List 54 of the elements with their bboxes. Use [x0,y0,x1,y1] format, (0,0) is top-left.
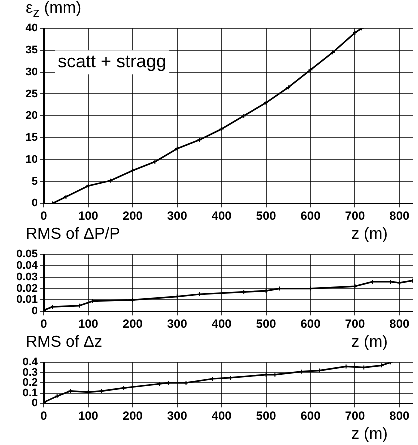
x-tick-label: 0 [40,409,48,424]
y-tick-label: 20 [26,110,38,122]
x-tick-label: 300 [167,209,188,224]
y-tick-label: 0.04 [16,260,39,272]
y-tick-label: 15 [26,132,38,144]
y-tick-label: 40 [26,22,38,35]
y-tick-label: 0.1 [22,387,38,400]
y-tick-label: 0.2 [22,377,38,390]
y-tick-label: 0 [32,306,38,318]
x-tick-label: 800 [390,209,410,224]
x-tick-label: 400 [212,409,232,424]
y-tick-label: 0.03 [16,271,38,284]
annotation: scatt + stragg [58,52,167,72]
x-tick-label: 100 [78,409,99,424]
x-tick-label: 700 [345,209,366,224]
x-tick-label: 600 [300,209,322,224]
x-axis-title: z (m) [352,426,388,444]
y-axis-title: RMS of ΔP/P [26,226,120,244]
y-tick-label: 0.3 [22,366,38,379]
x-tick-label: 700 [345,317,366,332]
x-tick-label: 300 [167,317,188,332]
x-tick-label: 0 [40,317,48,332]
y-tick-label: 5 [32,176,38,188]
x-tick-label: 300 [167,409,188,424]
x-tick-label: 200 [122,209,144,224]
x-tick-label: 200 [122,409,144,424]
y-tick-label: 0.01 [16,294,38,306]
y-tick-label: 0 [32,398,38,410]
x-tick-label: 500 [256,209,277,224]
x-tick-label: 400 [212,209,232,224]
y-tick-label: 10 [26,154,38,166]
x-tick-label: 0 [40,209,48,224]
x-tick-label: 600 [300,317,322,332]
x-tick-label: 500 [256,317,277,332]
x-tick-label: 400 [212,317,232,332]
y-tick-label: 0.02 [16,282,38,295]
x-tick-label: 100 [78,209,99,224]
x-tick-label: 500 [256,409,277,424]
x-tick-label: 200 [122,317,144,332]
y-tick-label: 25 [26,88,38,100]
x-tick-label: 800 [390,409,410,424]
y-tick-label: 0.05 [16,248,38,261]
y-tick-label: 30 [26,66,38,78]
x-tick-label: 100 [78,317,99,332]
x-axis-title: z (m) [352,334,388,352]
x-axis-title: z (m) [352,226,388,244]
y-axis-title: RMS of Δz [26,334,102,352]
x-tick-label: 600 [300,409,322,424]
x-tick-label: 800 [390,317,410,332]
y-tick-label: 0.4 [22,356,39,369]
y-axis-title: ε$_{z}$ (mm) [26,0,82,21]
y-tick-label: 0 [32,198,38,210]
y-tick-label: 35 [26,44,38,57]
x-tick-label: 700 [345,409,366,424]
